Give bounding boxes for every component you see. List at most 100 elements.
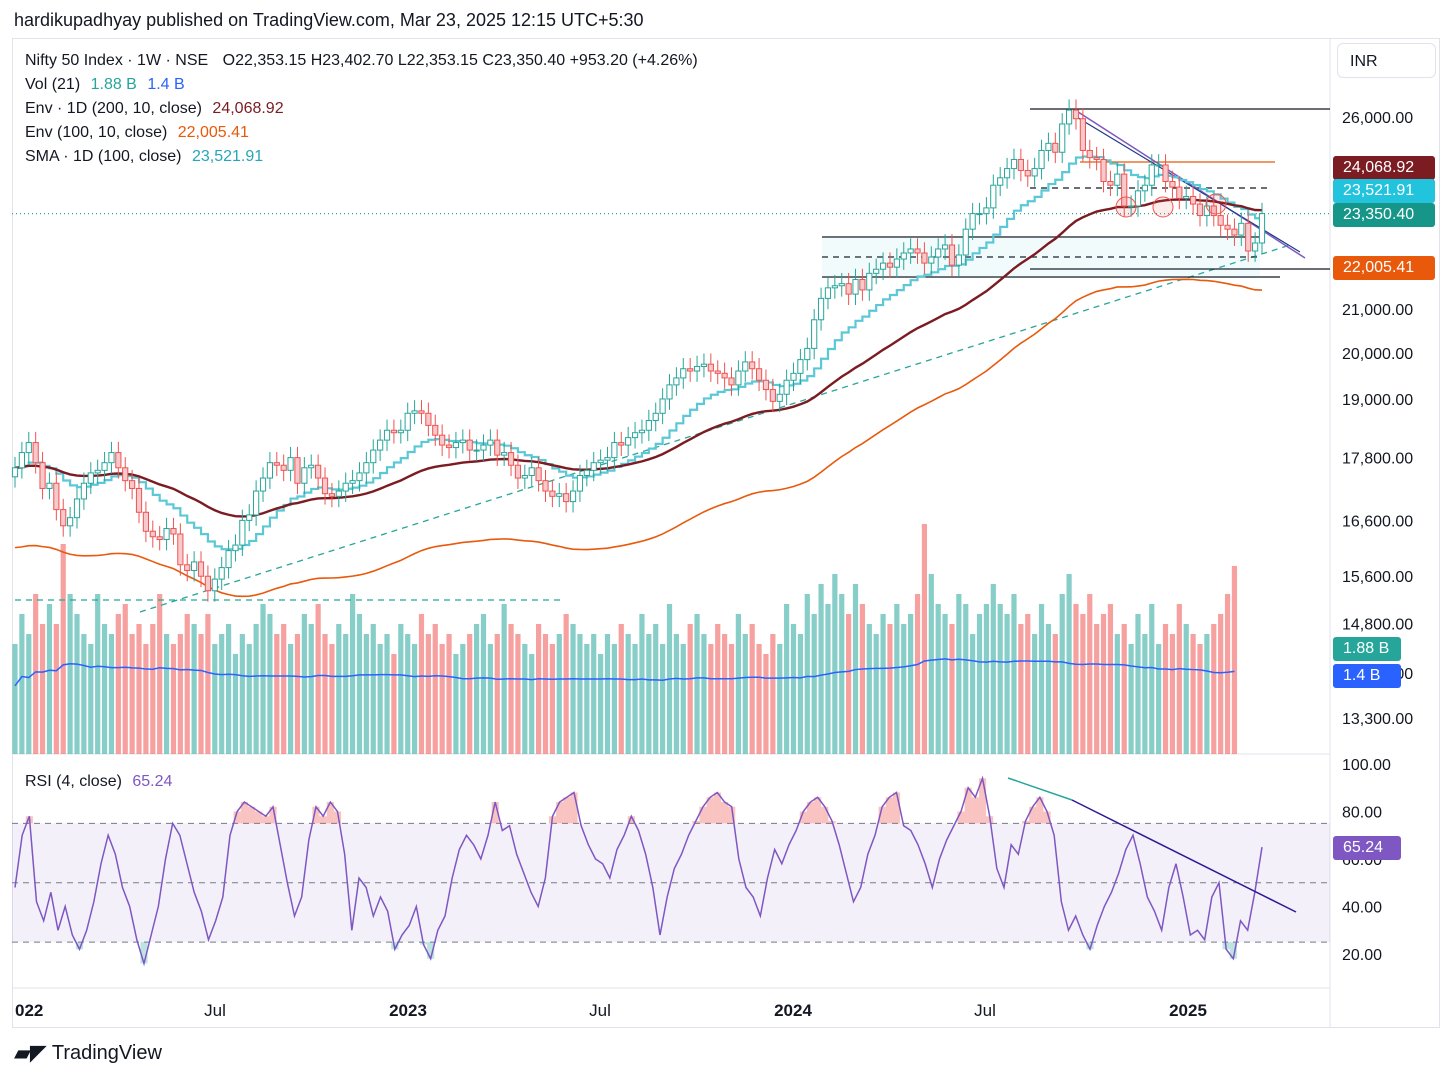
legend-sma[interactable]: SMA · 1D (100, close) 23,521.91	[25, 148, 269, 166]
rsi-oversold-fill	[140, 942, 148, 964]
volume-bar	[494, 634, 500, 754]
volume-bar	[329, 644, 335, 754]
candle-body	[680, 368, 687, 379]
legend-env100[interactable]: Env (100, 10, close) 22,005.41	[25, 124, 255, 142]
volume-bar	[584, 644, 590, 754]
rsi-overbought-fill	[556, 802, 564, 824]
volume-bar	[963, 604, 969, 754]
volume-bar	[522, 644, 528, 754]
tv-logo-icon: ▰◤	[14, 1040, 47, 1065]
candle-body	[239, 519, 246, 546]
rsi-overbought-fill	[627, 816, 635, 824]
candle-body	[218, 567, 225, 580]
legend-env200[interactable]: Env · 1D (200, 10, close) 24,068.92	[25, 100, 290, 118]
volume-ma-badge: 1.4 B	[1333, 664, 1401, 688]
volume-bar	[598, 654, 604, 754]
volume-bar	[287, 644, 294, 754]
volume-bar	[632, 644, 638, 754]
volume-bar	[405, 634, 411, 754]
volume-bar	[1224, 594, 1231, 754]
volume-bar	[956, 594, 962, 754]
candle-body	[342, 482, 349, 492]
candle-body	[955, 254, 962, 266]
volume-badge: 1.88 B	[1333, 637, 1401, 661]
candle-body	[328, 493, 336, 497]
rsi-overbought-fill	[262, 816, 270, 824]
rsi-tick-label: 40.00	[1342, 900, 1382, 917]
volume-bar	[687, 624, 693, 754]
rsi-overbought-fill	[1043, 811, 1051, 824]
volume-bar	[460, 644, 466, 754]
volume-bar	[1190, 634, 1196, 754]
volume-bar	[281, 624, 287, 754]
candle-body	[1252, 242, 1259, 252]
price-tick-label: 15,600.00	[1342, 569, 1413, 586]
currency-selector[interactable]: INR	[1337, 43, 1436, 78]
chart-frame	[12, 38, 1440, 1028]
legend-rsi[interactable]: RSI (4, close) 65.24	[25, 773, 178, 791]
volume-bar	[811, 614, 817, 754]
volume-bar	[1211, 624, 1217, 754]
env200-price-badge: 24,068.92	[1333, 156, 1435, 180]
volume-bar	[1100, 614, 1107, 754]
volume-bar	[880, 614, 886, 754]
volume-bar	[232, 654, 239, 754]
volume-bar	[873, 634, 879, 754]
volume-bar	[1156, 644, 1162, 754]
legend-vol-label: Vol (21)	[25, 76, 81, 93]
candle-body	[907, 248, 914, 254]
candle-body	[1017, 158, 1024, 171]
tradingview-logo[interactable]: ▰◤ TradingView	[14, 1040, 162, 1066]
volume-bar	[391, 654, 397, 754]
volume-bar	[639, 614, 645, 754]
candle-body	[397, 429, 404, 434]
volume-bar	[777, 644, 783, 754]
volume-bar	[722, 634, 728, 754]
candle-body	[452, 442, 460, 449]
candle-body	[990, 184, 997, 209]
candle-body	[521, 474, 528, 479]
candle-body	[1052, 142, 1059, 153]
candle-body	[714, 370, 721, 374]
volume-bar	[529, 654, 535, 754]
rsi-tick-label: 80.00	[1342, 805, 1382, 822]
volume-bar	[480, 614, 487, 754]
time-tick-label: 2023	[389, 1001, 427, 1020]
legend-volume[interactable]: Vol (21) 1.88 B 1.4 B	[25, 76, 191, 94]
rsi-overbought-fill	[957, 811, 965, 824]
legend-symbol[interactable]: Nifty 50 Index · 1W · NSE O22,353.15 H23…	[25, 52, 704, 70]
volume-bar	[1183, 624, 1189, 754]
rsi-overbought-fill	[971, 797, 979, 824]
candle-body	[1258, 213, 1266, 244]
volume-bar	[976, 614, 983, 754]
legend-sma-value: 23,521.91	[191, 148, 264, 165]
candle-body	[1121, 173, 1128, 207]
candle-body	[914, 248, 921, 254]
candle-body	[1038, 149, 1045, 170]
volume-bar	[1045, 624, 1052, 754]
volume-bar	[473, 624, 480, 754]
legend-env100-value: 22,005.41	[177, 124, 249, 141]
candle-body	[266, 462, 274, 479]
volume-bar	[839, 594, 845, 754]
volume-bar	[322, 634, 328, 754]
rsi-overbought-fill	[319, 816, 327, 824]
rsi-overbought-fill	[814, 797, 822, 824]
volume-bar	[673, 634, 679, 754]
publisher-line: hardikupadhyay published on TradingView.…	[14, 10, 644, 30]
candle-body	[666, 384, 673, 400]
volume-bar	[625, 634, 631, 754]
candles	[11, 99, 1266, 602]
candle-body	[480, 444, 487, 451]
candle-body	[80, 482, 87, 500]
candle-body	[749, 361, 756, 370]
candle-body	[1107, 180, 1114, 186]
candle-body	[831, 285, 838, 289]
rsi-overbought-fill	[563, 797, 571, 824]
candle-body	[783, 379, 790, 395]
rsi-tick-label: 20.00	[1342, 947, 1382, 964]
candle-body	[390, 429, 398, 434]
candle-body	[163, 528, 170, 541]
volume-bar	[370, 624, 376, 754]
